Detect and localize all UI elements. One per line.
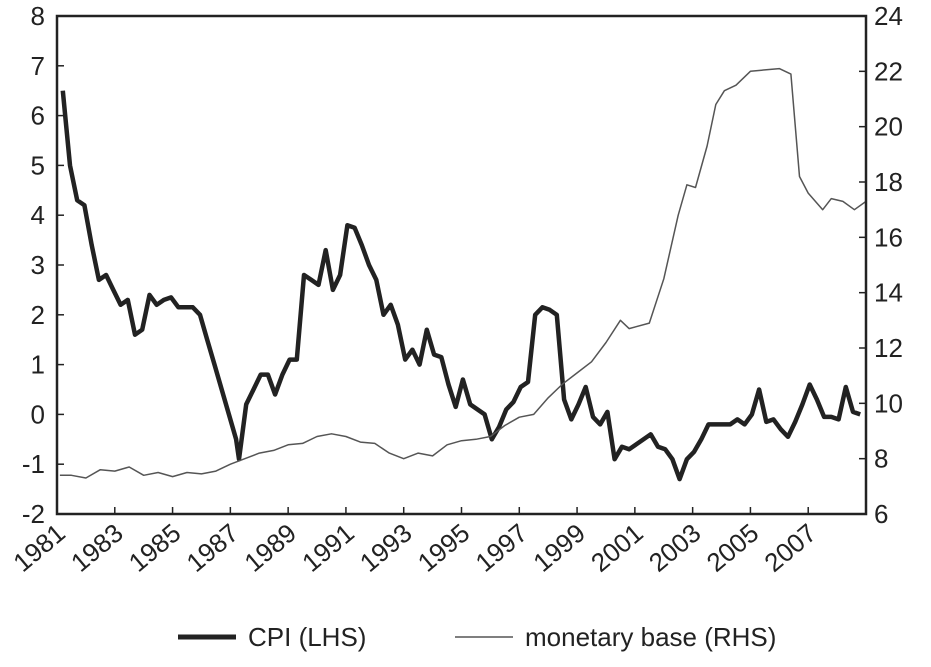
x-tick-label: 1993 — [354, 518, 418, 578]
x-tick-label: 2001 — [585, 518, 649, 578]
y2-tick-label: 18 — [874, 167, 903, 197]
y2-tick-label: 22 — [874, 56, 903, 86]
x-tick-label: 1991 — [296, 518, 360, 578]
y-tick-label: 5 — [31, 150, 45, 180]
x-tick-label: 2007 — [758, 518, 822, 578]
series-line — [59, 67, 867, 479]
y-tick-label: 7 — [31, 51, 45, 81]
y-tick-label: 6 — [31, 101, 45, 131]
y2-tick-label: 6 — [874, 499, 888, 529]
x-tick-label: 2003 — [643, 518, 707, 578]
y-tick-label: 1 — [31, 350, 45, 380]
y2-tick-label: 14 — [874, 278, 903, 308]
y2-tick-label: 10 — [874, 388, 903, 418]
x-tick-label: 1995 — [412, 518, 476, 578]
y2-tick-label: 8 — [874, 444, 888, 474]
y2-tick-label: 12 — [874, 333, 903, 363]
y-tick-label: -1 — [22, 449, 45, 479]
x-tick-label: 1997 — [470, 518, 534, 578]
y-tick-label: 2 — [31, 300, 45, 330]
y-tick-label: -2 — [22, 499, 45, 529]
y-tick-label: 4 — [31, 200, 45, 230]
series-line — [60, 90, 861, 482]
legend-label: CPI (LHS) — [248, 622, 366, 652]
x-tick-label: 1999 — [527, 518, 591, 578]
x-tick-label: 1985 — [123, 518, 187, 578]
x-tick-label: 2005 — [701, 518, 765, 578]
y-tick-label: 3 — [31, 250, 45, 280]
legend-label: monetary base (RHS) — [525, 622, 776, 652]
x-tick-label: 1983 — [65, 518, 129, 578]
y2-tick-label: 16 — [874, 222, 903, 252]
y-tick-label: 8 — [31, 1, 45, 31]
y2-tick-label: 24 — [874, 1, 903, 31]
plot-frame — [55, 14, 868, 516]
x-tick-label: 1989 — [238, 518, 302, 578]
y2-tick-label: 20 — [874, 112, 903, 142]
y-tick-label: 0 — [31, 399, 45, 429]
x-tick-label: 1987 — [181, 518, 245, 578]
